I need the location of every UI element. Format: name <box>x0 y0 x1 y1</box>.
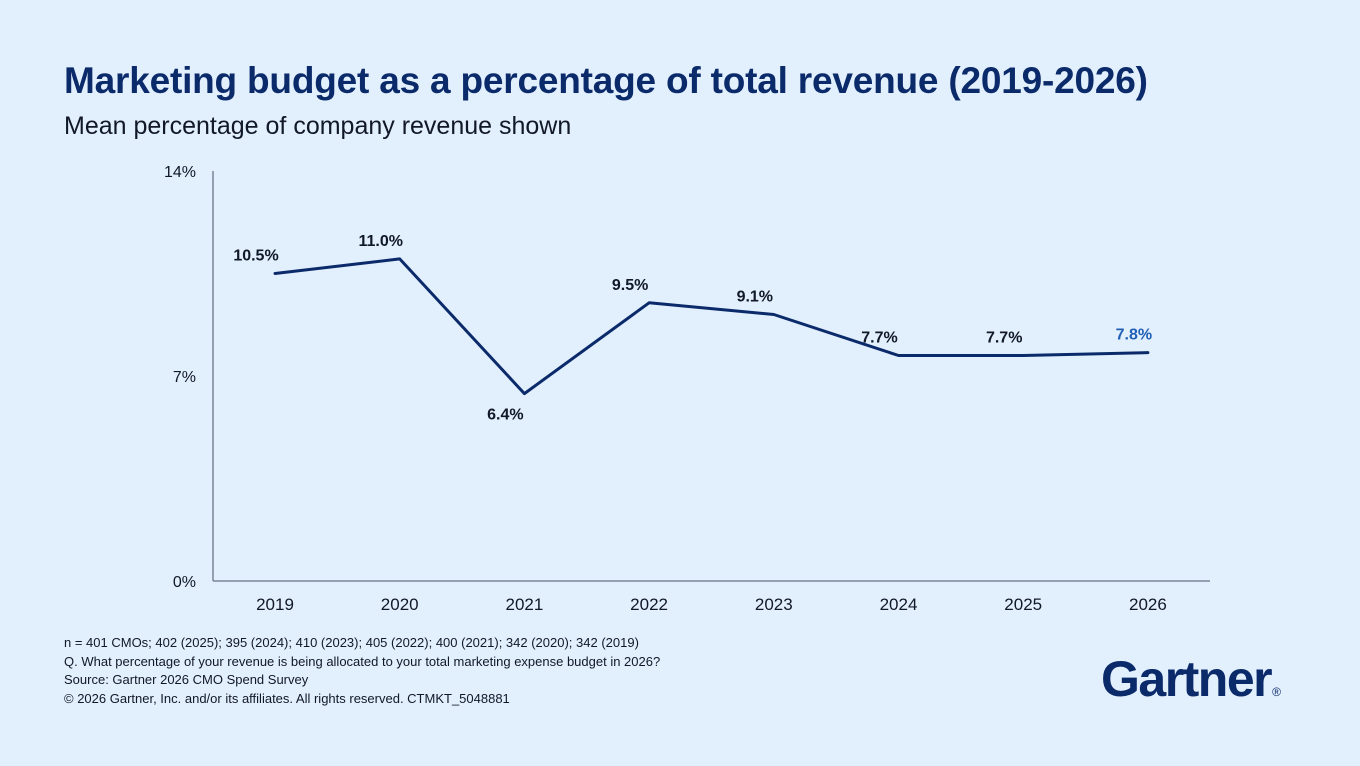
registered-mark: ® <box>1272 685 1281 699</box>
logo-text: Gartner <box>1101 651 1273 707</box>
y-tick-label: 7% <box>173 369 196 386</box>
gartner-logo: Gartner® <box>1101 650 1281 708</box>
x-tick-label: 2022 <box>630 595 668 614</box>
y-tick-label: 0% <box>173 574 196 591</box>
footnote-question: Q. What percentage of your revenue is be… <box>64 653 661 669</box>
data-label: 7.7% <box>986 330 1022 347</box>
x-tick-label: 2020 <box>381 595 419 614</box>
chart-title: Marketing budget as a percentage of tota… <box>64 60 1148 101</box>
footnote-sample-size: n = 401 CMOs; 402 (2025); 395 (2024); 41… <box>64 635 639 650</box>
x-tick-label: 2021 <box>505 595 543 614</box>
x-tick-label: 2025 <box>1004 595 1042 614</box>
data-label: 6.4% <box>487 407 523 424</box>
footnote-source: Source: Gartner 2026 CMO Spend Survey <box>64 672 309 687</box>
data-label: 7.7% <box>861 330 897 347</box>
x-tick-label: 2019 <box>256 595 294 614</box>
chart-subtitle: Mean percentage of company revenue shown <box>64 112 572 140</box>
data-label: 9.5% <box>612 277 648 294</box>
line-chart: 0% 7% 14% 2019 2020 2021 2022 2023 2024 2025 2026 1… <box>164 164 1210 614</box>
data-label: 7.8% <box>1116 327 1152 344</box>
x-tick-label: 2026 <box>1129 595 1167 614</box>
x-tick-label: 2024 <box>880 595 918 614</box>
data-label: 9.1% <box>737 289 773 306</box>
data-label: 10.5% <box>233 248 278 265</box>
footnote-copyright: © 2026 Gartner, Inc. and/or its affiliat… <box>64 690 510 706</box>
footnotes: n = 401 CMOs; 402 (2025); 395 (2024); 41… <box>64 634 660 708</box>
series-line <box>273 257 1150 396</box>
x-tick-label: 2023 <box>755 595 793 614</box>
y-tick-label: 14% <box>164 164 196 181</box>
data-label: 11.0% <box>358 233 402 250</box>
